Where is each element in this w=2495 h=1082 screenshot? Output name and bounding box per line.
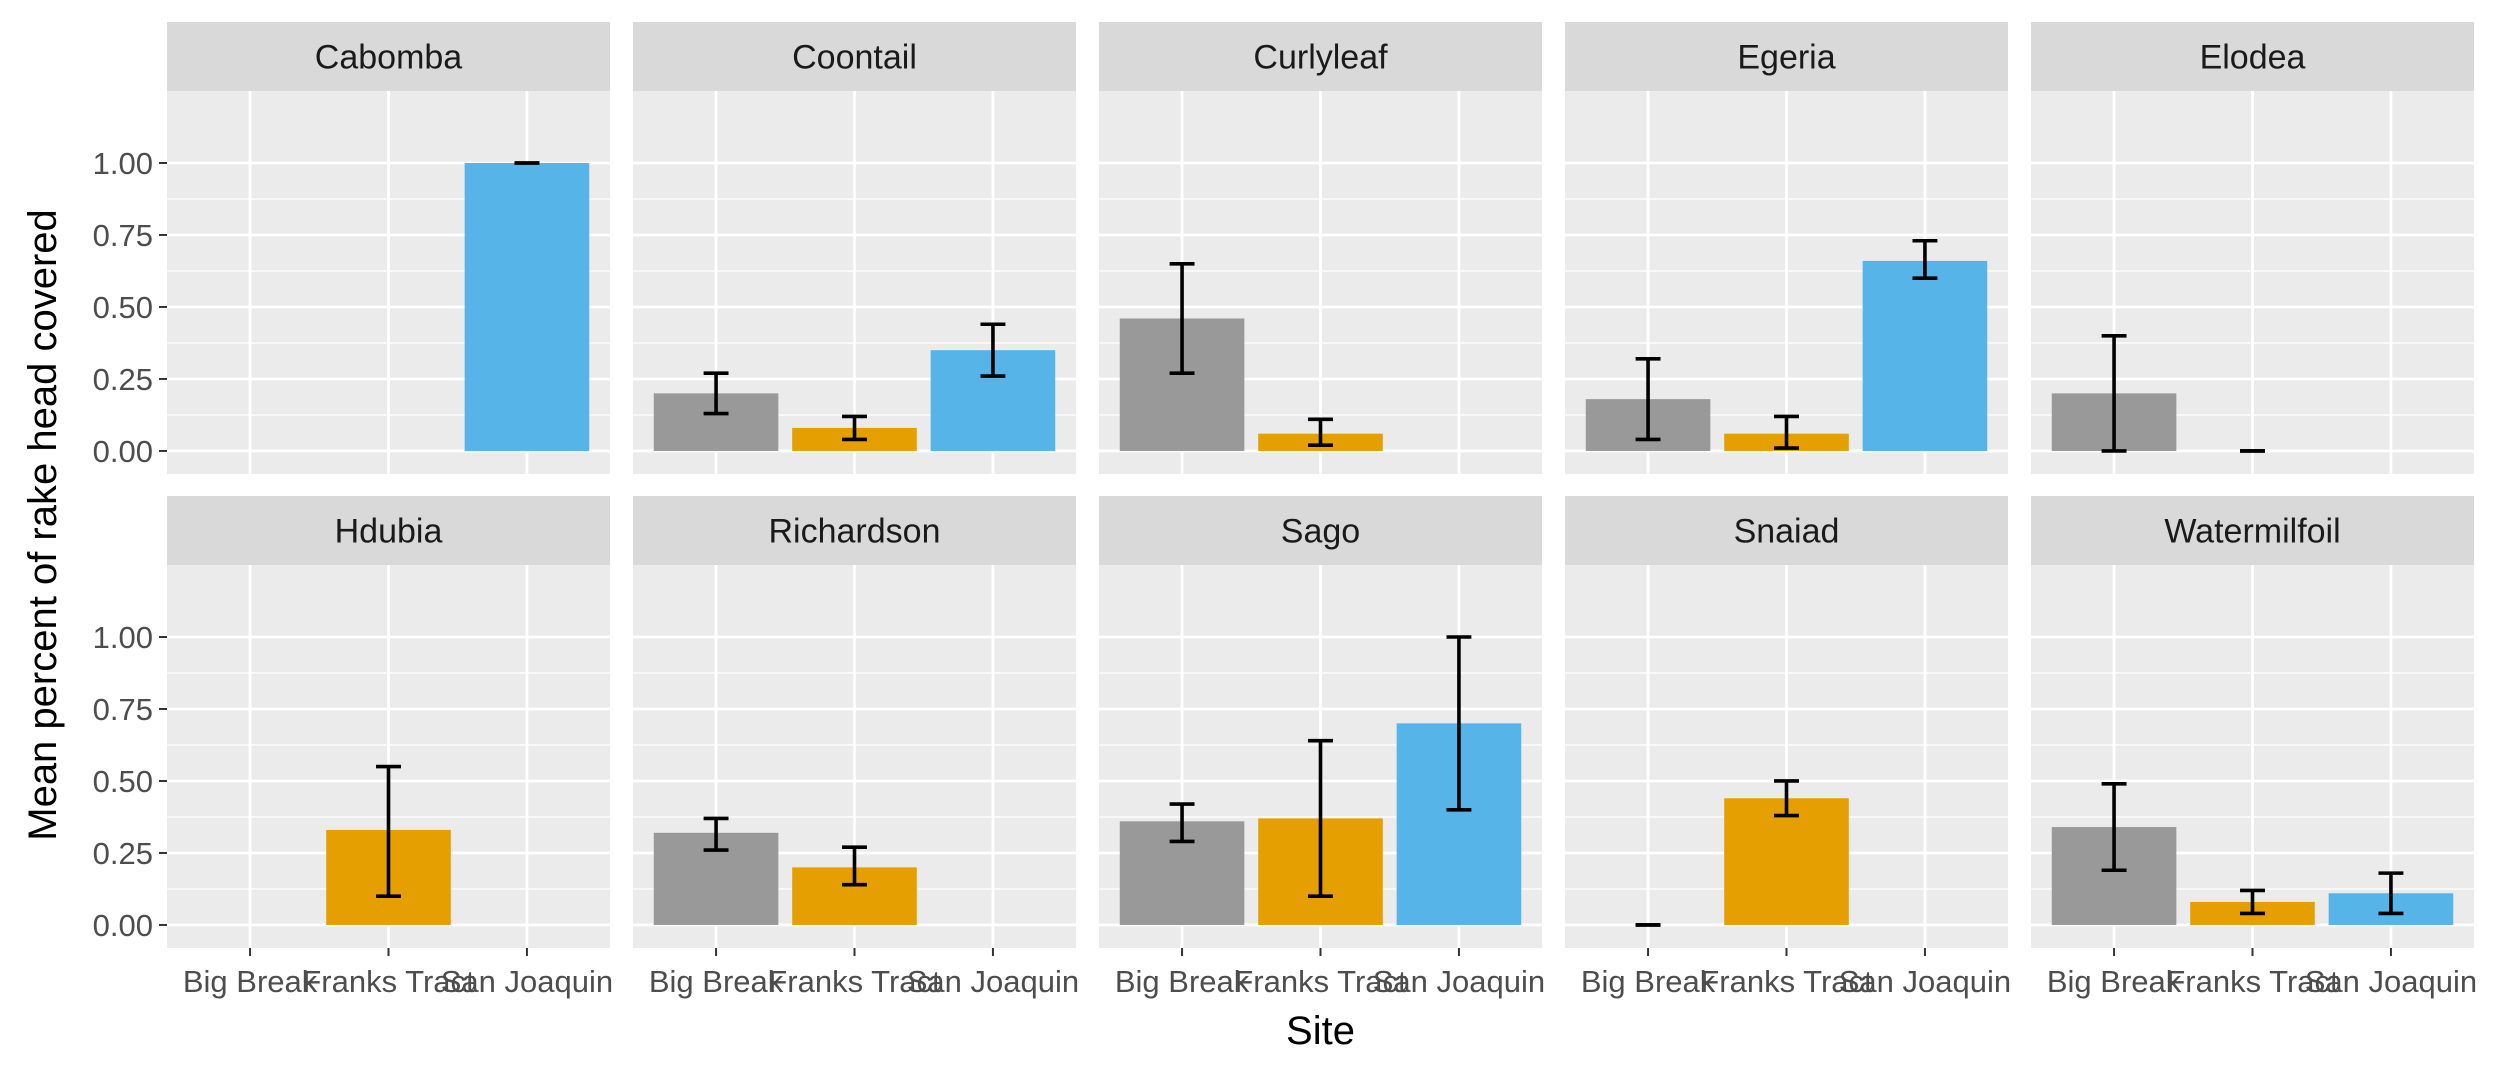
y-tick-label: 0.25 [93,362,153,397]
error-bar [1308,738,1333,898]
error-bar [2101,782,2127,873]
error-bar [703,816,729,852]
facet-strip [1099,496,1542,565]
facet-title: Sago [1281,513,1360,551]
y-tick-label: 1.00 [93,620,153,655]
facet-strip [2031,496,2474,565]
error-bar [842,845,867,887]
bar-san-joaquin [464,162,590,451]
facet-title: Richardson [769,513,941,551]
error-bar [2101,333,2127,453]
x-tick-label: San Joaquin [1373,964,1545,999]
facet-panel-curlyleaf: Curlyleaf [1099,22,1542,474]
facet-panel-hdubia: Hdubia 0.00 0.25 0.50 0.75 1.00 Big BreakFrank… [93,496,613,999]
error-bar [703,371,729,416]
x-tick-label: Big Break [1115,964,1250,999]
y-axis-title: Mean percent of rake head covered [21,209,65,841]
facet-title: Snaiad [1734,513,1840,551]
error-bar [1774,779,1799,818]
error-bar [980,322,1006,378]
facet-panel-cabomba: Cabomba 0.00 0.25 0.50 0.75 1.00 [93,22,610,474]
facet-strip [633,22,1076,91]
y-tick-label: 0.75 [93,218,153,253]
bar-franks-tract [1724,798,1849,925]
x-tick-label: Franks Tract [302,964,475,999]
x-axis-title: Site [1286,1009,1355,1053]
facet-strip [167,22,610,91]
error-bar [2240,888,2265,916]
error-bar [1308,417,1333,448]
x-tick-label: Big Break [649,964,784,999]
facet-strip [2031,22,2474,91]
error-bar [1446,635,1472,812]
facet-title: Watermilfoil [2164,513,2340,551]
y-tick-label: 0.00 [93,434,153,469]
x-tick-label: Big Break [2047,964,2182,999]
x-tick-label: San Joaquin [1839,964,2011,999]
x-tick-label: Franks Tract [2166,964,2339,999]
bar-san-joaquin [1862,260,1988,451]
error-bar [1774,414,1799,450]
facet-strip [633,496,1076,565]
error-bar [2378,871,2404,916]
facet-title: Elodea [2200,39,2306,77]
error-bar [1635,357,1661,442]
facet-strip [1565,22,2008,91]
x-tick-label: Franks Tract [1700,964,1873,999]
x-tick-label: San Joaquin [441,964,613,999]
x-tick-label: San Joaquin [2305,964,2477,999]
x-tick-label: Franks Tract [768,964,941,999]
error-bar [842,414,867,442]
facet-strip [1099,22,1542,91]
facet-title: Coontail [792,39,917,77]
error-bar [1912,238,1938,280]
facet-title: Cabomba [315,39,463,77]
facet-panel-elodea: Elodea [2031,22,2474,474]
y-tick-label: 0.75 [93,692,153,727]
facet-title: Curlyleaf [1253,39,1388,77]
facet-panel-coontail: Coontail [633,22,1076,474]
facet-title: Egeria [1737,39,1835,77]
error-bar [1169,261,1195,376]
y-tick-label: 1.00 [93,146,153,181]
error-bar [376,764,401,898]
facet-strip [1565,496,2008,565]
facet-panel-egeria: Egeria [1565,22,2008,474]
y-tick-label: 0.50 [93,290,153,325]
facet-title: Hdubia [335,513,443,551]
x-tick-label: Big Break [1581,964,1716,999]
x-tick-label: Franks Tract [1234,964,1407,999]
facet-strip [167,496,610,565]
y-tick-label: 0.00 [93,908,153,943]
y-tick-label: 0.25 [93,836,153,871]
y-tick-label: 0.50 [93,764,153,799]
x-tick-label: San Joaquin [907,964,1079,999]
x-tick-label: Big Break [183,964,318,999]
error-bar [1169,802,1195,844]
